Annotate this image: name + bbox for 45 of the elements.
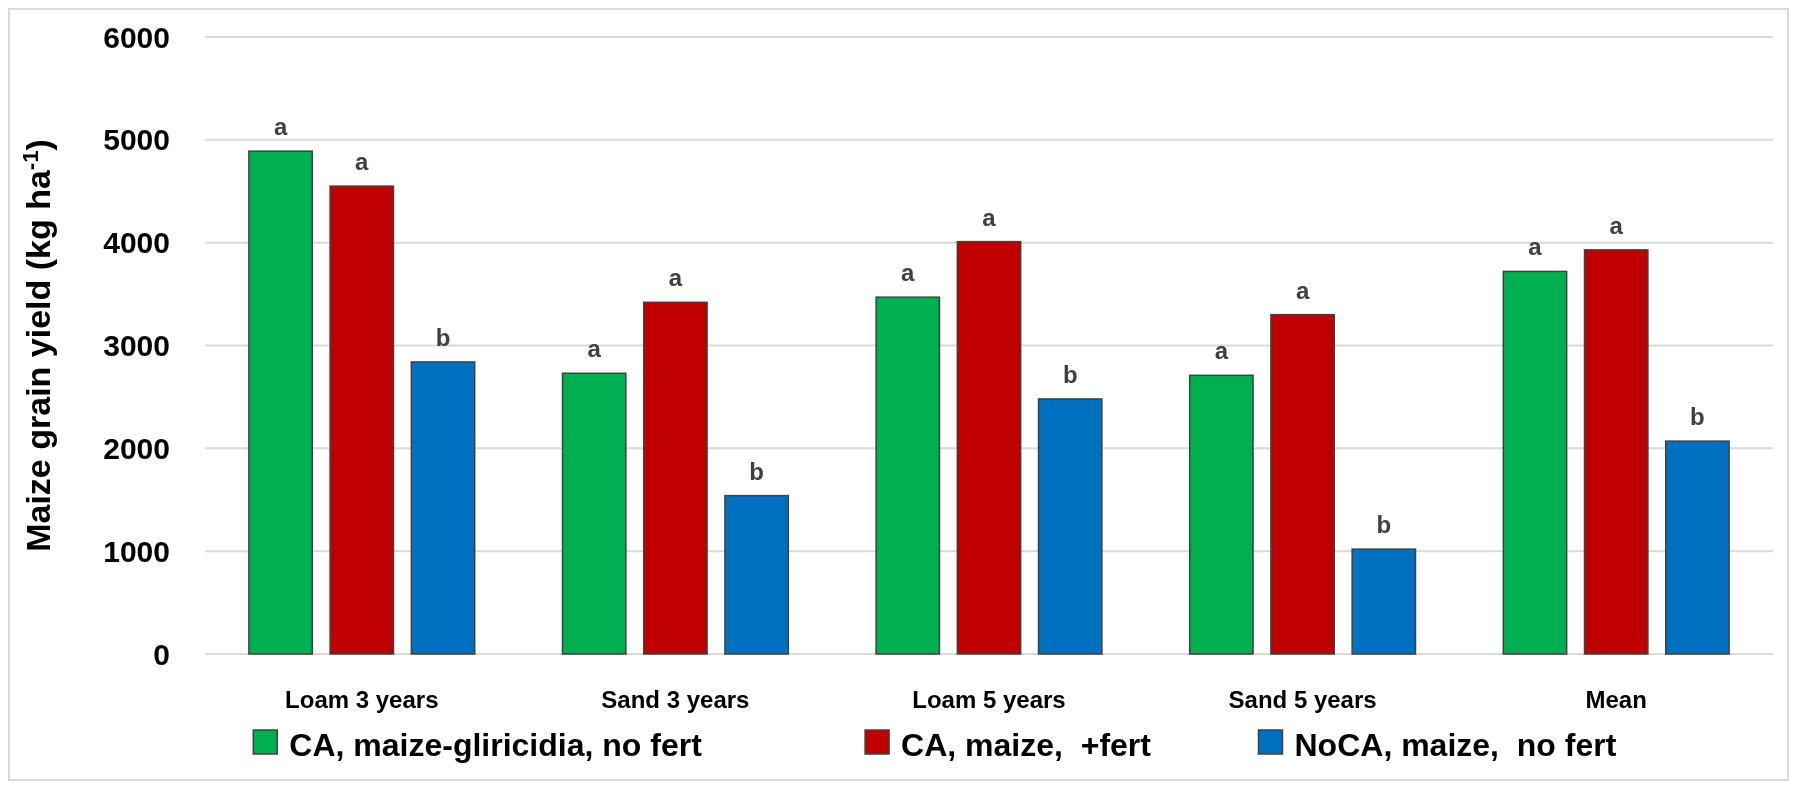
data-label: a bbox=[273, 113, 288, 141]
data-label: b bbox=[749, 457, 764, 485]
legend-label: NoCA, maize, no fert bbox=[1294, 727, 1617, 764]
bar bbox=[1188, 374, 1254, 655]
y-tick-label: 2000 bbox=[103, 431, 170, 465]
bar bbox=[561, 372, 627, 655]
bar bbox=[248, 150, 314, 655]
bar bbox=[1583, 249, 1649, 655]
legend-label: CA, maize-gliricidia, no fert bbox=[289, 727, 703, 764]
data-label: a bbox=[355, 148, 370, 176]
bar bbox=[1351, 548, 1417, 655]
bar bbox=[875, 296, 941, 655]
y-tick-label: 6000 bbox=[103, 20, 170, 54]
data-label: b bbox=[1690, 403, 1705, 431]
y-tick-label: 4000 bbox=[103, 226, 170, 260]
y-tick-label: 1000 bbox=[103, 534, 170, 568]
y-tick-label: 0 bbox=[153, 637, 170, 671]
data-label: b bbox=[435, 323, 451, 351]
data-label: a bbox=[1214, 337, 1229, 365]
data-label: a bbox=[1295, 276, 1310, 304]
x-tick-label: Sand 3 years bbox=[601, 686, 750, 713]
bar bbox=[1502, 270, 1568, 655]
data-label: b bbox=[1062, 360, 1078, 388]
data-label: a bbox=[587, 335, 602, 363]
x-tick-label: Loam 5 years bbox=[912, 686, 1066, 713]
bar bbox=[724, 494, 790, 655]
data-label: a bbox=[901, 259, 916, 287]
y-tick-label: 5000 bbox=[103, 123, 170, 157]
x-tick-label: Loam 3 years bbox=[285, 686, 439, 713]
bar bbox=[410, 361, 476, 655]
bar bbox=[329, 185, 395, 655]
data-label: a bbox=[1609, 211, 1624, 239]
bar bbox=[1664, 440, 1730, 655]
data-label: b bbox=[1376, 511, 1392, 539]
data-label: a bbox=[982, 203, 997, 231]
legend-label: CA, maize, +fert bbox=[901, 727, 1152, 764]
x-tick-label: Mean bbox=[1585, 686, 1647, 713]
bar bbox=[642, 301, 708, 655]
bar bbox=[1037, 398, 1103, 655]
data-label: a bbox=[1528, 233, 1543, 261]
data-label: a bbox=[668, 264, 683, 292]
bar bbox=[956, 240, 1022, 655]
x-tick-label: Sand 5 years bbox=[1228, 686, 1377, 713]
bar bbox=[1270, 313, 1336, 655]
y-tick-label: 3000 bbox=[103, 329, 170, 362]
